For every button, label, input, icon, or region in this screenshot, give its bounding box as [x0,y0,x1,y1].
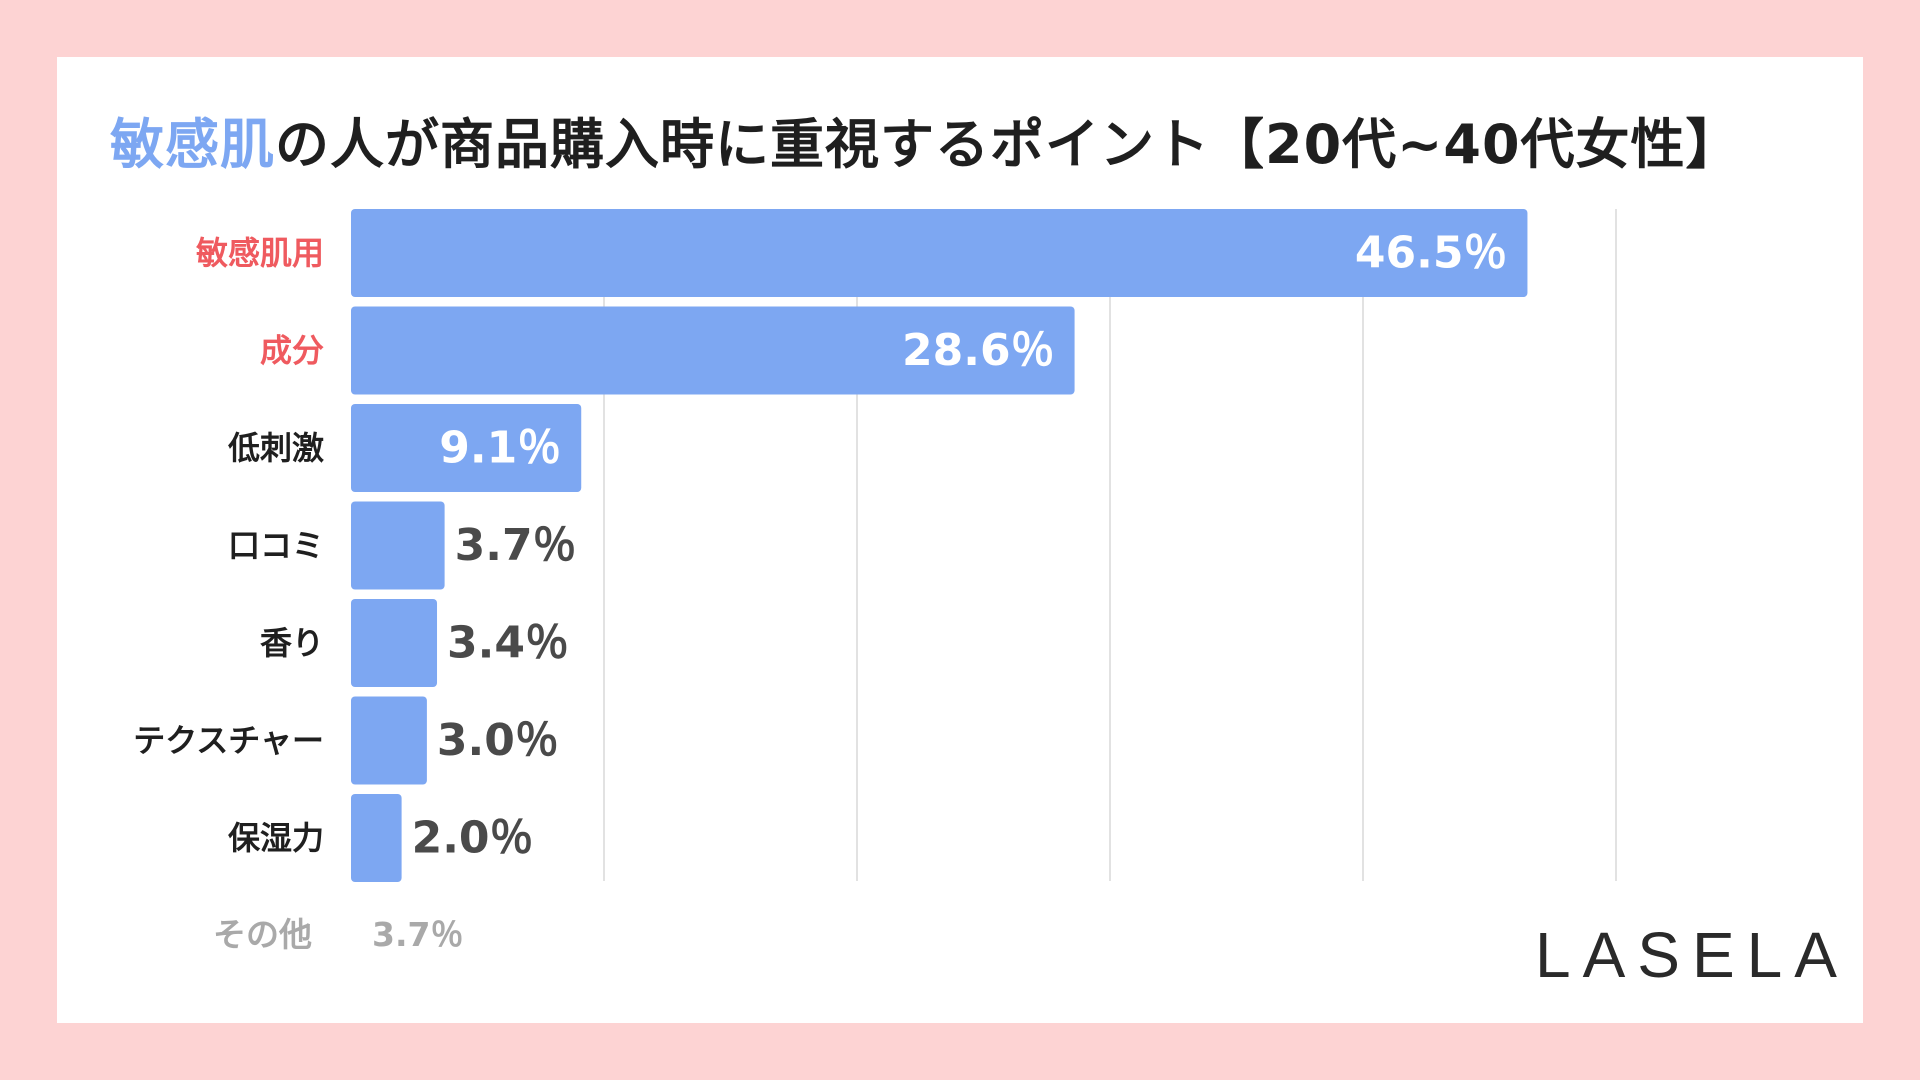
category-label: 成分 [260,332,324,370]
title-rest: の人が商品購入時に重視するポイント【20代~40代女性】 [275,113,1741,176]
value-label: 28.6％ [902,325,1055,376]
value-label: 3.7％ [455,520,577,571]
category-label: 低刺激 [228,429,324,467]
bar [351,794,402,882]
category-label: 口コミ [228,527,324,565]
bar [351,306,1075,395]
category-label: 保湿力 [228,819,324,857]
bar [351,404,582,492]
bar [351,209,1528,297]
bar [351,599,438,687]
bar [351,501,445,590]
category-label: テクスチャー [133,722,324,760]
value-label: 9.1％ [439,423,561,474]
chart-title: 敏感肌の人が商品購入時に重視するポイント【20代~40代女性】 [110,105,1741,185]
value-label: 2.0％ [412,813,534,864]
value-label: 3.0％ [437,715,559,766]
title-highlight: 敏感肌 [110,113,275,176]
other-value: 3.7％ [372,915,464,954]
value-label: 3.4％ [447,618,569,669]
lasela-logo: LASELA [1535,919,1849,991]
category-label: 香り [260,624,324,662]
bar [351,696,427,785]
category-label: 敏感肌用 [196,234,324,272]
other-label: その他 [213,915,312,954]
value-label: 46.5％ [1355,228,1508,279]
